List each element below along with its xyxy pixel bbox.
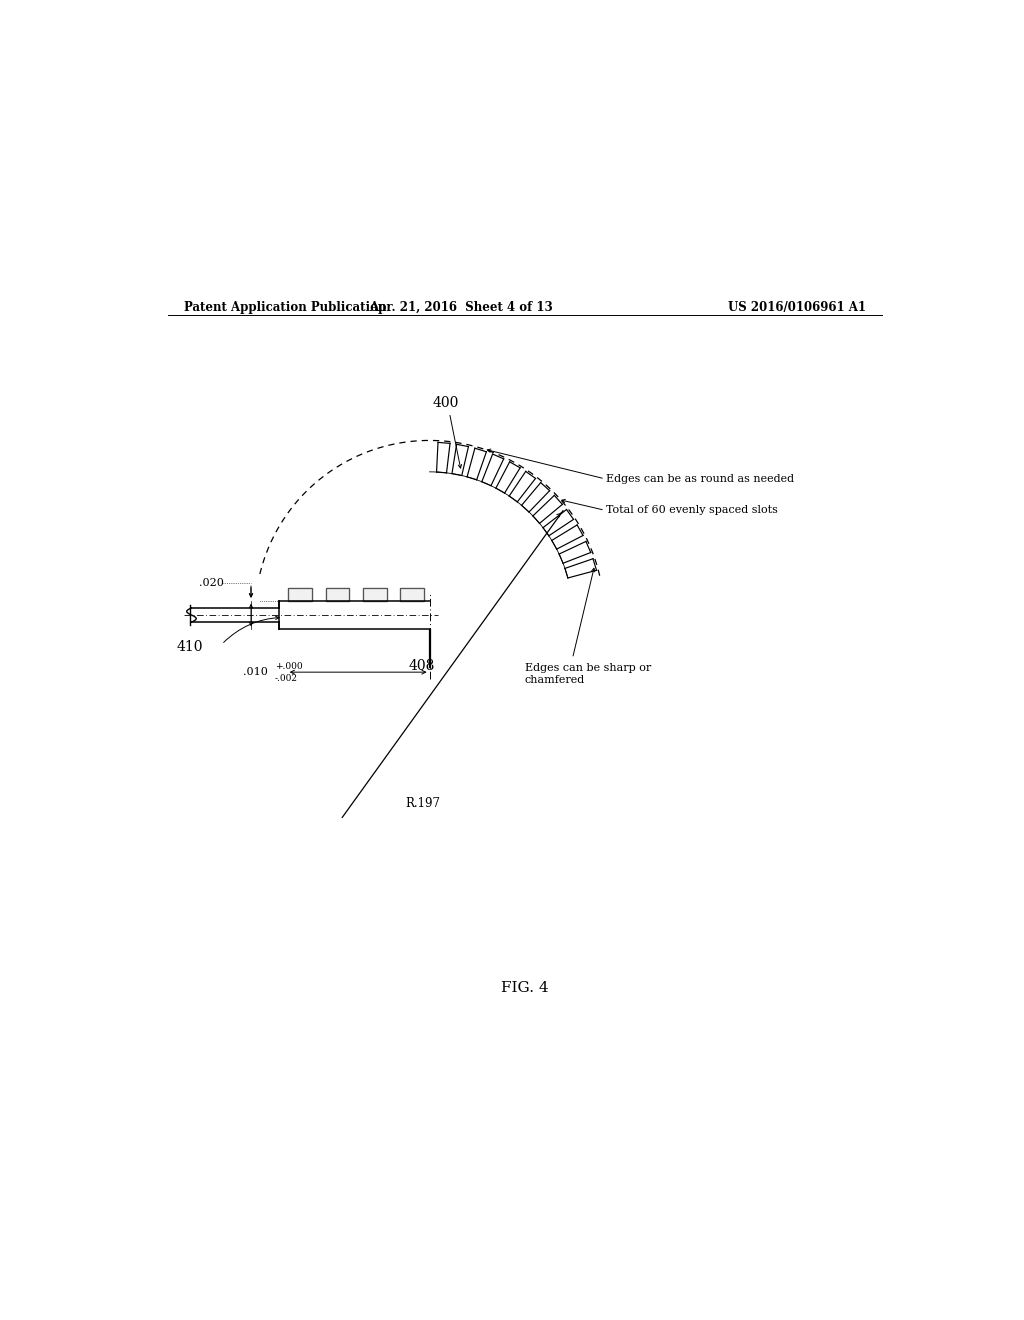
Text: Apr. 21, 2016  Sheet 4 of 13: Apr. 21, 2016 Sheet 4 of 13 [370,301,553,314]
Text: +.000: +.000 [274,661,302,671]
Text: Patent Application Publication: Patent Application Publication [183,301,386,314]
Text: Total of 60 evenly spaced slots: Total of 60 evenly spaced slots [606,506,777,515]
Polygon shape [400,587,424,601]
Polygon shape [289,587,312,601]
Polygon shape [326,587,349,601]
Text: 400: 400 [432,396,459,411]
Bar [362,587,387,601]
Bar [400,587,424,601]
Text: 410: 410 [177,640,204,653]
Text: Edges can be as round as needed: Edges can be as round as needed [606,474,794,484]
Text: .010: .010 [243,667,268,677]
Bar [326,587,349,601]
Text: US 2016/0106961 A1: US 2016/0106961 A1 [728,301,866,314]
Text: .020: .020 [200,578,224,589]
Text: R.197: R.197 [406,796,440,809]
Text: 408: 408 [409,659,435,673]
Polygon shape [362,587,387,601]
Bar [289,587,312,601]
Text: FIG. 4: FIG. 4 [501,981,549,995]
Text: -.002: -.002 [274,673,298,682]
Text: Edges can be sharp or
chamfered: Edges can be sharp or chamfered [524,663,651,685]
